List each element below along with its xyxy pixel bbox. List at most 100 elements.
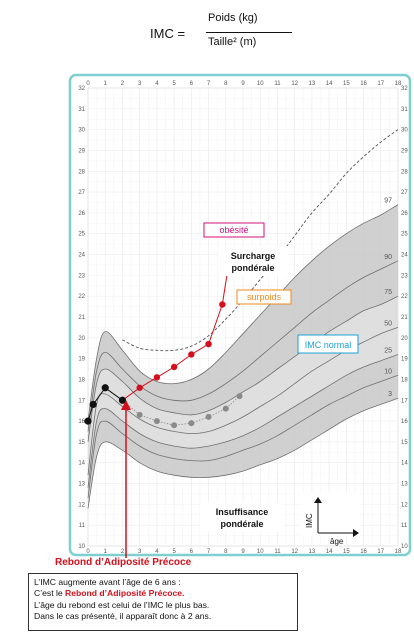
bmi-series <box>84 257 243 429</box>
x-tick-bottom: 11 <box>274 549 281 555</box>
surpoids-text: surpoids <box>247 292 282 302</box>
x-tick-top: 3 <box>138 81 142 87</box>
x-tick-top: 11 <box>274 81 281 87</box>
x-tick-bottom: 15 <box>343 549 350 555</box>
surcharge-line2: pondérale <box>231 263 274 273</box>
y-tick-left: 12 <box>78 502 85 508</box>
y-tick-right: 24 <box>401 253 408 259</box>
percentile-curve-97 <box>87 204 399 422</box>
formula-denominator: Taille² (m) <box>208 36 257 48</box>
x-tick-top: 6 <box>190 81 194 87</box>
grey-series-point <box>188 420 195 427</box>
x-tick-bottom: 3 <box>138 549 142 555</box>
x-tick-top: 5 <box>172 81 176 87</box>
grey-series-point <box>222 405 229 412</box>
percentile-label-3: 3 <box>388 391 392 398</box>
x-tick-top: 8 <box>224 81 228 87</box>
y-tick-left: 22 <box>78 294 85 300</box>
x-tick-top: 13 <box>309 81 316 87</box>
x-tick-top: 14 <box>326 81 333 87</box>
y-tick-right: 31 <box>401 107 408 113</box>
obesity-threshold-line <box>122 129 399 352</box>
x-tick-top: 12 <box>291 81 298 87</box>
y-tick-right: 15 <box>401 440 408 446</box>
x-tick-bottom: 18 <box>395 549 402 555</box>
y-tick-right: 11 <box>401 523 408 529</box>
info-line-3: L’âge du rebond est celui de l’IMC le pl… <box>34 599 210 610</box>
surcharge-label: Surcharge pondérale <box>218 246 288 276</box>
percentile-label-97: 97 <box>384 198 392 205</box>
y-tick-right: 27 <box>401 190 408 196</box>
arrow-up-icon <box>121 400 131 410</box>
x-tick-top: 2 <box>121 81 125 87</box>
x-tick-bottom: 17 <box>377 549 384 555</box>
y-tick-left: 14 <box>78 461 85 467</box>
axis-legend-imc: IMC <box>305 513 314 528</box>
y-tick-left: 20 <box>78 336 85 342</box>
x-tick-top: 1 <box>104 81 108 87</box>
imc-normal-text: IMC normal <box>305 340 352 350</box>
arrow-up-icon <box>314 497 322 503</box>
y-tick-right: 20 <box>401 336 408 342</box>
black-series-line <box>87 387 123 422</box>
x-tick-bottom: 7 <box>207 549 211 555</box>
info-line-4: Dans le cas présenté, il apparaît donc à… <box>34 610 212 621</box>
y-tick-right: 25 <box>401 232 408 238</box>
y-tick-right: 26 <box>401 211 408 217</box>
black-series-point <box>84 417 92 425</box>
y-tick-right: 18 <box>401 377 408 383</box>
x-tick-bottom: 0 <box>86 549 90 555</box>
info-line-1: L’IMC augmente avant l’âge de 6 ans : <box>34 577 181 587</box>
percentile-label-10: 10 <box>384 368 392 375</box>
percentile-curve-90 <box>87 260 399 432</box>
red-series-point <box>188 351 195 358</box>
red-series-point <box>219 301 226 308</box>
y-tick-right: 17 <box>401 398 408 404</box>
y-tick-left: 15 <box>78 440 85 446</box>
y-tick-right: 29 <box>401 148 408 154</box>
x-tick-top: 9 <box>241 81 245 87</box>
y-tick-right: 32 <box>401 86 408 92</box>
info-line-2: C’est le Rebond d’Adiposité Précoce. <box>34 588 292 599</box>
black-series-point <box>118 396 127 404</box>
y-tick-left: 18 <box>78 377 85 383</box>
y-tick-left: 24 <box>78 253 85 259</box>
y-tick-left: 27 <box>78 190 85 196</box>
grey-series-point <box>205 413 212 420</box>
x-tick-bottom: 14 <box>326 549 333 555</box>
arrow-right-icon <box>353 529 359 537</box>
grey-series-point <box>236 393 243 400</box>
x-tick-top: 15 <box>343 81 350 87</box>
insuffisance-label: Insuffisance pondérale <box>200 502 284 532</box>
percentile-curve-25 <box>87 354 399 488</box>
black-series-point <box>101 384 109 392</box>
red-series-point <box>170 363 178 371</box>
surcharge-line1: Surcharge <box>231 251 276 261</box>
y-tick-right: 16 <box>401 419 408 425</box>
percentile-label-50: 50 <box>384 320 392 327</box>
y-tick-left: 31 <box>78 107 85 113</box>
formula-numerator: Poids (kg) <box>208 12 258 24</box>
obesite-text: obésité <box>219 225 248 235</box>
percentile-label-25: 25 <box>384 347 392 354</box>
bmi-formula: IMC = Poids (kg) Taille² (m) <box>150 12 330 56</box>
red-series-point <box>136 384 143 391</box>
x-tick-top: 4 <box>155 81 159 87</box>
percentile-curve-75 <box>87 295 399 442</box>
y-tick-left: 25 <box>78 232 85 238</box>
x-tick-bottom: 2 <box>121 549 125 555</box>
x-tick-bottom: 16 <box>360 549 367 555</box>
x-tick-top: 18 <box>395 81 402 87</box>
y-tick-left: 28 <box>78 169 85 175</box>
imc-normal-label: IMC normal <box>297 334 359 354</box>
red-series-line <box>122 260 230 401</box>
x-tick-top: 16 <box>360 81 367 87</box>
x-tick-bottom: 10 <box>257 549 264 555</box>
y-tick-left: 17 <box>78 398 85 404</box>
formula-fraction-bar <box>206 32 292 33</box>
y-tick-left: 10 <box>78 544 85 550</box>
y-tick-left: 16 <box>78 419 85 425</box>
formula-lhs: IMC = <box>150 26 186 41</box>
x-tick-bottom: 4 <box>155 549 159 555</box>
